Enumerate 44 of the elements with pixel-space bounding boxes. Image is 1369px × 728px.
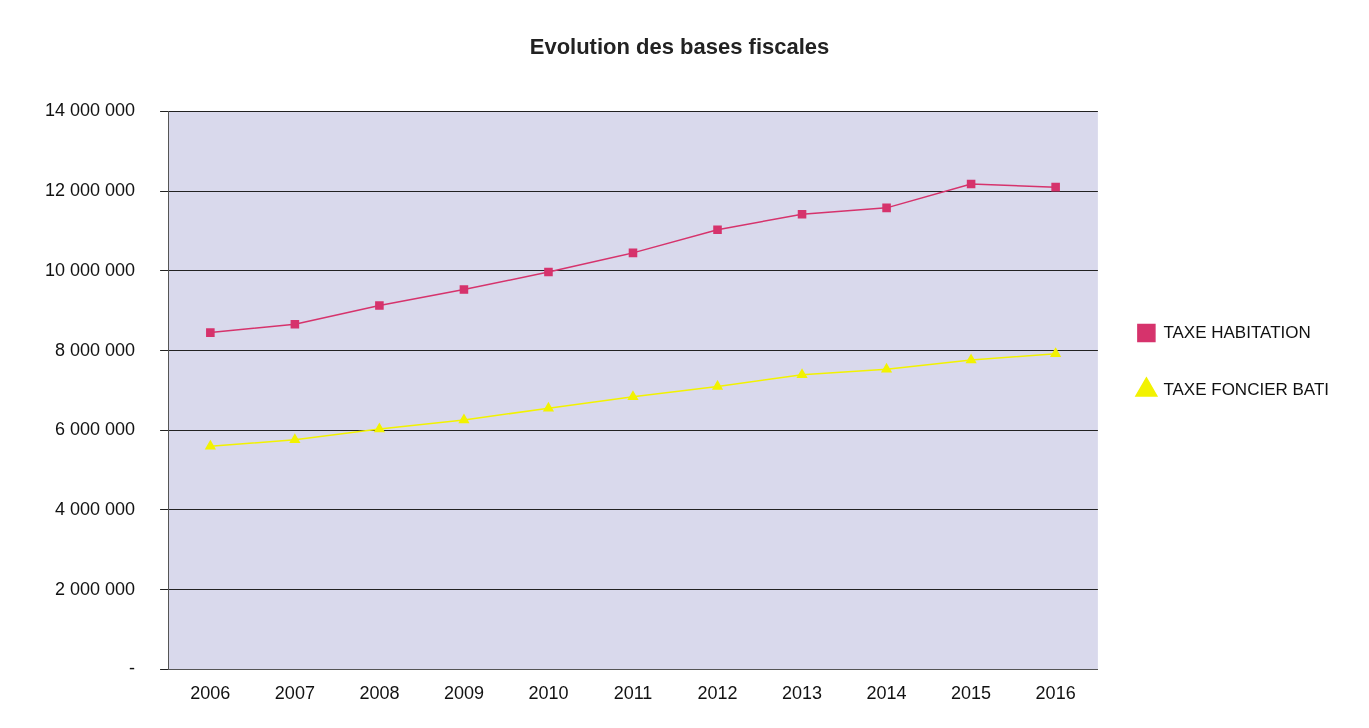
x-tick-label: 2015	[951, 683, 992, 704]
x-tick-label: 2008	[359, 683, 400, 704]
x-tick-label: 2014	[866, 683, 907, 704]
point	[712, 380, 723, 390]
y-tick-label: -	[129, 658, 136, 679]
point	[881, 363, 892, 373]
point	[1051, 182, 1060, 192]
point	[543, 402, 554, 412]
y-tick-label: 12 000 000	[44, 180, 136, 201]
point	[628, 248, 638, 258]
point	[374, 423, 385, 433]
legend-label: TAXE FONCIER BATI	[1163, 379, 1329, 399]
x-tick-label: 2006	[190, 683, 231, 704]
point	[713, 225, 722, 235]
y-tick-label: 8 000 000	[55, 339, 136, 360]
point	[206, 328, 215, 337]
point	[627, 391, 639, 401]
point	[290, 319, 300, 329]
chart-title: Evolution des bases fiscales	[529, 34, 830, 60]
y-tick-label: 14 000 000	[44, 100, 136, 121]
x-tick-label: 2010	[528, 683, 569, 704]
point	[966, 354, 977, 364]
x-tick-label: 2009	[443, 683, 484, 704]
y-tick-label: 2 000 000	[55, 578, 136, 599]
point	[205, 440, 216, 450]
y-tick-label: 4 000 000	[55, 498, 136, 519]
x-tick-label: 2007	[274, 683, 315, 704]
x-tick-label: 2013	[782, 683, 823, 704]
point	[458, 414, 470, 424]
point	[459, 285, 469, 294]
point	[544, 267, 553, 277]
point	[289, 434, 300, 444]
point	[797, 209, 807, 219]
x-tick-label: 2012	[697, 683, 738, 704]
x-tick-label: 2016	[1035, 683, 1076, 704]
point	[796, 369, 808, 379]
point	[1050, 347, 1061, 357]
point	[966, 179, 976, 189]
x-tick-label: 2011	[613, 683, 653, 704]
y-tick-label: 6 000 000	[55, 419, 136, 440]
y-tick-label: 10 000 000	[44, 259, 136, 280]
legend-label: TAXE HABITATION	[1163, 322, 1311, 342]
point	[375, 301, 384, 310]
point	[882, 203, 891, 213]
